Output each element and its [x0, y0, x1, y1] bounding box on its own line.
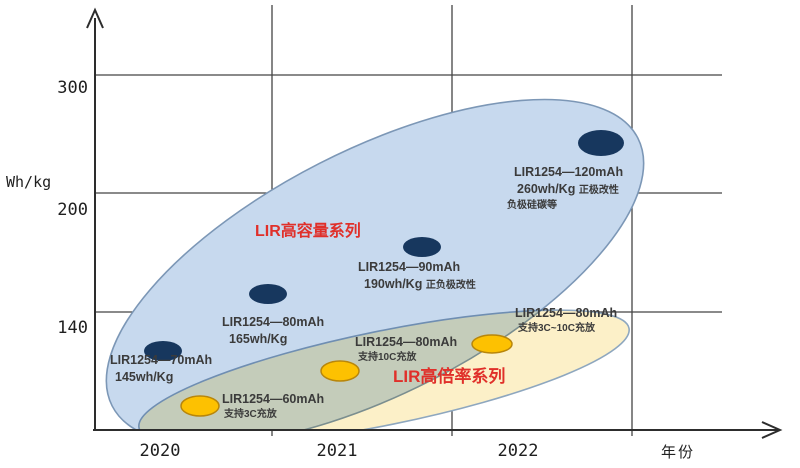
point-energy: 165wh/Kg	[229, 332, 288, 346]
point-energy: 145wh/Kg	[115, 370, 174, 384]
point-label-80mah-3c10c: LIR1254—80mAh 支持3C~10C充放	[515, 305, 617, 335]
point-model: LIR1254—80mAh	[355, 335, 458, 349]
point-model: LIR1254—120mAh	[514, 165, 624, 179]
series-title-high-rate: LIR高倍率系列	[393, 367, 506, 386]
point-label-120mah: LIR1254—120mAh 260wh/Kg 正极改性 负极硅碳等	[507, 164, 623, 212]
point-model: LIR1254—60mAh	[222, 392, 325, 406]
x-tick-2021: 2021	[316, 441, 358, 461]
point-note: 支持3C充放	[224, 409, 277, 420]
series-regions	[105, 98, 645, 429]
point-model: LIR1254—70mAh	[110, 353, 213, 367]
x-axis-arrow-icon	[761, 421, 783, 439]
point-spec: 260wh/Kg 正极改性	[517, 181, 623, 199]
point-label-90mah: LIR1254—90mAh 190wh/Kg 正负极改性	[358, 259, 476, 294]
marker-high-rate-1	[320, 360, 360, 382]
x-tick-2020: 2020	[139, 441, 181, 461]
point-note: 正负极改性	[425, 280, 476, 291]
y-tick-140: 140	[57, 318, 88, 338]
y-axis-arrow-icon	[86, 7, 104, 29]
point-energy: 260wh/Kg	[517, 182, 576, 196]
point-spec: 190wh/Kg 正负极改性	[364, 276, 476, 294]
marker-high-capacity-1	[249, 284, 287, 304]
data-point-markers	[144, 130, 624, 417]
point-model: LIR1254—90mAh	[358, 260, 461, 274]
point-label-80mah: LIR1254—80mAh 165wh/Kg	[222, 314, 324, 347]
point-energy: 190wh/Kg	[364, 277, 423, 291]
point-label-80mah-10c: LIR1254—80mAh 支持10C充放	[355, 334, 457, 364]
point-note: 支持10C充放	[358, 352, 417, 363]
marker-high-rate-0	[180, 395, 220, 417]
point-label-60mah-rate: LIR1254—60mAh 支持3C充放	[222, 391, 324, 421]
y-axis-title: Wh/kg	[6, 173, 52, 191]
marker-high-rate-2	[471, 334, 513, 354]
marker-high-capacity-3	[578, 130, 624, 156]
point-note: 支持3C~10C充放	[518, 323, 595, 334]
point-note: 正极改性	[578, 185, 619, 196]
point-label-70mah: LIR1254—70mAh 145wh/Kg	[110, 352, 212, 385]
x-axis-title: 年份	[661, 444, 696, 461]
y-tick-300: 300	[57, 78, 88, 98]
y-tick-200: 200	[57, 200, 88, 220]
marker-high-capacity-2	[403, 237, 441, 257]
marker-high-capacity-0	[144, 341, 182, 361]
axes	[86, 7, 783, 439]
series-title-high-capacity: LIR高容量系列	[255, 223, 361, 240]
point-note-2: 负极硅碳等	[507, 200, 557, 211]
point-model: LIR1254—80mAh	[222, 315, 325, 329]
x-tick-2022: 2022	[497, 441, 539, 461]
point-model: LIR1254—80mAh	[515, 306, 618, 320]
